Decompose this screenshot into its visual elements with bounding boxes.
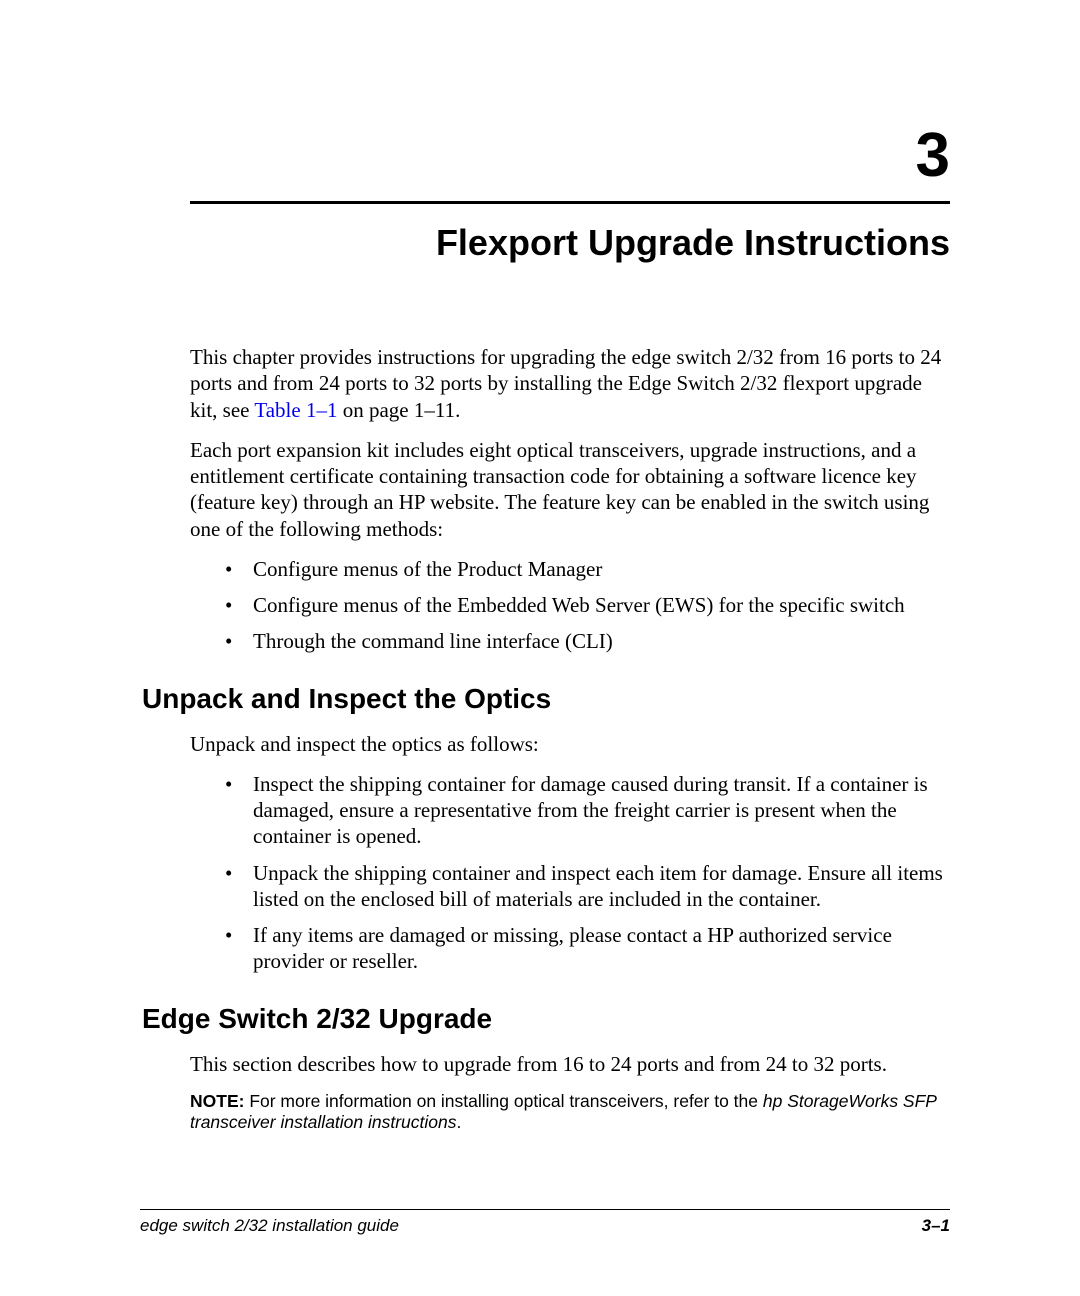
footer-page-number: 3–1 — [922, 1216, 950, 1236]
chapter-number: 3 — [190, 120, 950, 191]
note-paragraph: NOTE: For more information on installing… — [190, 1091, 950, 1133]
list-item: Through the command line interface (CLI) — [225, 628, 950, 654]
section-heading-upgrade: Edge Switch 2/32 Upgrade — [142, 1003, 950, 1035]
footer-rule — [140, 1209, 950, 1210]
footer-guide-title: edge switch 2/32 installation guide — [140, 1216, 399, 1236]
note-body: For more information on installing optic… — [244, 1091, 762, 1111]
section1-bullet-list: Inspect the shipping container for damag… — [225, 771, 950, 975]
note-label: NOTE: — [190, 1091, 244, 1111]
chapter-title: Flexport Upgrade Instructions — [190, 222, 950, 264]
list-item: If any items are damaged or missing, ple… — [225, 922, 950, 975]
page-footer: edge switch 2/32 installation guide 3–1 — [140, 1209, 950, 1236]
section-heading-unpack: Unpack and Inspect the Optics — [142, 683, 950, 715]
section1-intro: Unpack and inspect the optics as follows… — [190, 731, 950, 757]
title-rule — [190, 201, 950, 204]
intro-paragraph-2: Each port expansion kit includes eight o… — [190, 437, 950, 542]
intro-p1-post: on page 1–11. — [337, 398, 460, 422]
note-end: . — [457, 1112, 462, 1132]
list-item: Configure menus of the Embedded Web Serv… — [225, 592, 950, 618]
table-link[interactable]: Table 1–1 — [254, 398, 337, 422]
section2-intro: This section describes how to upgrade fr… — [190, 1051, 950, 1077]
intro-bullet-list: Configure menus of the Product Manager C… — [225, 556, 950, 655]
intro-paragraph-1: This chapter provides instructions for u… — [190, 344, 950, 423]
list-item: Configure menus of the Product Manager — [225, 556, 950, 582]
footer-row: edge switch 2/32 installation guide 3–1 — [140, 1216, 950, 1236]
list-item: Inspect the shipping container for damag… — [225, 771, 950, 850]
list-item: Unpack the shipping container and inspec… — [225, 860, 950, 913]
